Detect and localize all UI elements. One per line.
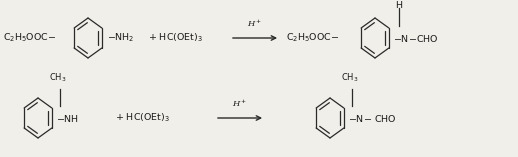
Text: $+$ HC(OEt)$_3$: $+$ HC(OEt)$_3$ [115, 112, 170, 124]
Text: $-$N$-$CHO: $-$N$-$CHO [393, 32, 439, 43]
Text: C$_2$H$_5$OOC$-$: C$_2$H$_5$OOC$-$ [286, 32, 339, 44]
Text: H: H [396, 0, 402, 10]
Text: $-$NH: $-$NH [56, 113, 79, 124]
Text: H$^+$: H$^+$ [248, 17, 263, 29]
Text: $-$NH$_2$: $-$NH$_2$ [107, 32, 135, 44]
Text: C$_2$H$_5$OOC$-$: C$_2$H$_5$OOC$-$ [3, 32, 56, 44]
Text: CH$_3$: CH$_3$ [341, 72, 359, 84]
Text: $-$N$-$ CHO: $-$N$-$ CHO [348, 113, 397, 124]
Text: H$^+$: H$^+$ [233, 97, 248, 109]
Text: $+$ HC(OEt)$_3$: $+$ HC(OEt)$_3$ [148, 32, 203, 44]
Text: CH$_3$: CH$_3$ [49, 72, 67, 84]
